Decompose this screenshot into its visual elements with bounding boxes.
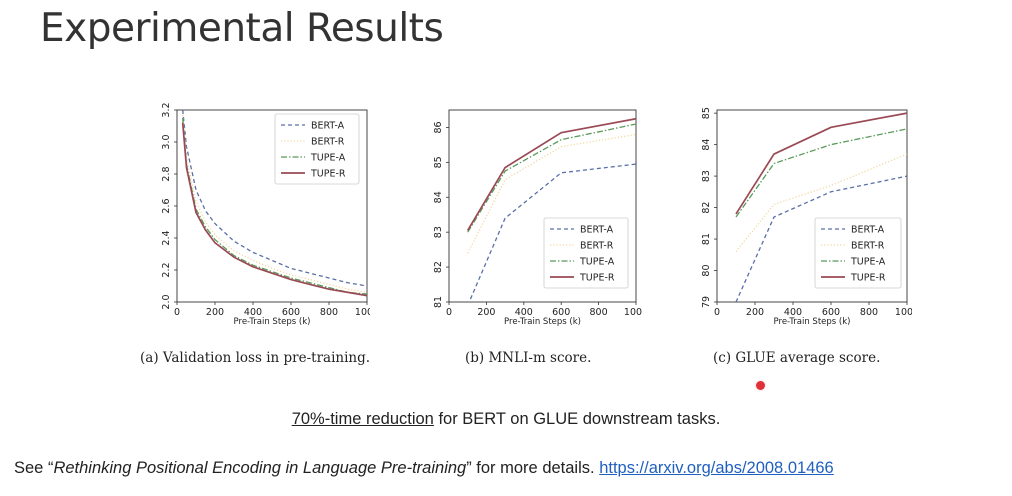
x-tick-label: 0 (714, 307, 720, 318)
summary-highlight: 70%-time reduction (291, 410, 434, 428)
footnote-mid: ” for more details. (466, 459, 600, 477)
summary-line: 70%-time reduction for BERT on GLUE down… (0, 410, 1012, 429)
x-tick-label: 400 (515, 307, 533, 318)
caption-glue-average: (c) GLUE average score. (713, 350, 881, 366)
legend-box (814, 217, 902, 289)
series-line-bert-r (735, 153, 907, 253)
legend-label: BERT-R (851, 241, 885, 252)
x-tick-label: 600 (282, 307, 300, 318)
y-tick-label: 82 (433, 261, 444, 273)
y-tick-label: 83 (701, 170, 712, 182)
x-tick-label: 600 (552, 307, 570, 318)
y-tick-label: 80 (701, 264, 712, 276)
x-tick-label: 1000 (895, 307, 912, 318)
x-tick-label: 400 (784, 307, 802, 318)
caption-validation-loss: (a) Validation loss in pre-training. (140, 350, 371, 366)
chart-glue-average: 0 200 400 600 800 1000 79 80 81 82 83 84 85 Pre-Train… (701, 107, 912, 327)
paper-link[interactable]: https://arxiv.org/abs/2008.01466 (599, 459, 834, 477)
x-tick-label: 200 (477, 307, 495, 318)
legend-label: TUPE-R (579, 273, 615, 284)
y-tick-label: 2.0 (161, 294, 172, 309)
y-tick-label: 3.0 (161, 134, 172, 149)
x-tick-label: 600 (822, 307, 840, 318)
legend-label: BERT-A (311, 121, 345, 132)
series-line-tupe-a (467, 123, 636, 233)
y-tick-label: 85 (433, 156, 444, 168)
y-tick-label: 84 (701, 139, 712, 151)
legend-label: BERT-A (580, 225, 614, 236)
x-tick-label: 800 (590, 307, 608, 318)
series-line-bert-a (182, 110, 367, 287)
x-tick-label: 1000 (624, 307, 642, 318)
x-tick-label: 400 (244, 307, 262, 318)
x-tick-label: 200 (206, 307, 224, 318)
x-tick-label: 0 (174, 307, 180, 318)
x-axis-label: Pre-Train Steps (k) (774, 317, 851, 327)
legend-label: BERT-R (580, 241, 614, 252)
legend-label: BERT-R (311, 137, 345, 148)
footnote-paper-title: Rethinking Positional Encoding in Langua… (53, 459, 467, 477)
y-tick-label: 79 (701, 296, 712, 308)
series-line-tupe-r (735, 112, 907, 215)
y-tick-label: 2.8 (161, 166, 172, 181)
footnote-prefix: See “ (14, 459, 54, 477)
series-line-tupe-a (735, 128, 907, 218)
laser-pointer-dot (756, 381, 765, 390)
caption-mnli-m: (b) MNLI-m score. (465, 350, 592, 366)
y-tick-label: 2.6 (161, 198, 172, 213)
y-tick-label: 2.2 (161, 262, 172, 277)
y-tick-label: 84 (433, 191, 444, 203)
x-tick-label: 0 (446, 307, 452, 318)
y-tick-label: 81 (701, 233, 712, 245)
y-tick-label: 2.4 (161, 230, 172, 245)
legend-label: TUPE-A (850, 257, 886, 268)
legend-label: TUPE-A (579, 257, 615, 268)
legend-box (274, 113, 360, 185)
y-tick-label: 82 (701, 202, 712, 214)
series-line-bert-r (182, 114, 367, 294)
x-tick-label: 800 (320, 307, 338, 318)
x-tick-label: 1000 (355, 307, 370, 318)
y-tick-label: 81 (433, 296, 444, 308)
footnote: See “Rethinking Positional Encoding in L… (14, 459, 834, 478)
series-line-tupe-r (466, 117, 636, 231)
legend-box (543, 217, 629, 289)
legend-label: BERT-A (851, 225, 885, 236)
legend-label: TUPE-R (310, 169, 346, 180)
x-tick-label: 200 (746, 307, 764, 318)
series-line-tupe-r (181, 122, 367, 297)
slide-title: Experimental Results (40, 6, 444, 51)
y-tick-label: 3.2 (161, 102, 172, 117)
chart-validation-loss: 0 200 400 600 800 1000 2.0 2.2 2.4 2.6 2.8 3.0 3.2 Pr… (161, 102, 370, 327)
series-line-bert-a (468, 163, 636, 302)
x-axis-label: Pre-Train Steps (k) (504, 317, 581, 327)
y-tick-label: 86 (433, 121, 444, 133)
y-tick-label: 85 (701, 107, 712, 119)
x-tick-label: 800 (860, 307, 878, 318)
summary-rest: for BERT on GLUE downstream tasks. (433, 410, 721, 428)
legend-label: TUPE-R (850, 273, 886, 284)
legend-label: TUPE-A (310, 153, 346, 164)
x-axis-label: Pre-Train Steps (k) (234, 317, 311, 327)
chart-mnli-m: 0 200 400 600 800 1000 81 82 83 84 85 86 Pre-Train S… (433, 109, 642, 327)
y-tick-label: 83 (433, 226, 444, 238)
